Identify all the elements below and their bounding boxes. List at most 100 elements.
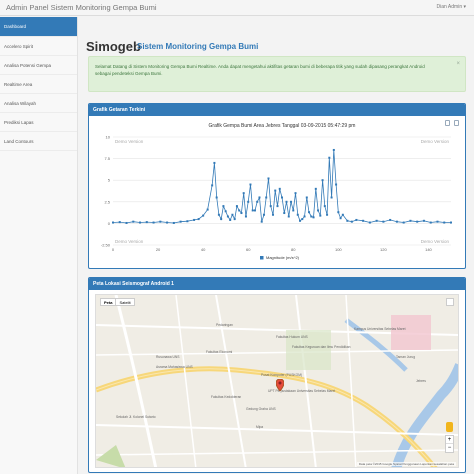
- brand-title[interactable]: Admin Panel Sistem Monitoring Gempa Bumi: [6, 3, 157, 12]
- satellite-type-button[interactable]: Satelit: [119, 300, 131, 305]
- fullscreen-icon[interactable]: [446, 298, 454, 306]
- map-view[interactable]: Pedaringan Pusat Komputer (PUSKOM) UPT P…: [95, 294, 459, 468]
- welcome-alert: Selamat Datang di Sistem Monitoring Gemp…: [88, 56, 466, 92]
- data-point: [253, 209, 256, 212]
- data-point: [222, 205, 225, 208]
- x-tick-label: 140: [425, 247, 432, 252]
- data-point: [323, 205, 326, 208]
- map-panel: Peta Lokasi Seismograf Android 1: [88, 277, 466, 473]
- map-type-control: Peta Satelit: [100, 298, 135, 306]
- watermark-text: Demo Version: [115, 139, 144, 144]
- data-point: [310, 215, 313, 218]
- data-point: [317, 209, 320, 212]
- sidebar-item-land-contours[interactable]: Land Contours: [0, 132, 77, 151]
- vibration-chart: Grafik Gempa Bumi Area Jebres Tanggal 03…: [101, 123, 452, 260]
- sidebar: Dashboard Accelero Spirit Analisa Potens…: [0, 17, 78, 474]
- data-point: [211, 184, 214, 187]
- data-point: [145, 221, 148, 224]
- data-point: [278, 187, 281, 190]
- x-tick-label: 100: [335, 247, 342, 252]
- data-point: [112, 221, 114, 224]
- data-point: [382, 220, 385, 223]
- data-point: [132, 220, 135, 223]
- data-point: [281, 196, 283, 199]
- map-type-button[interactable]: Peta: [101, 299, 117, 305]
- x-tick-label: 120: [380, 247, 387, 252]
- data-point: [422, 219, 425, 222]
- map-panel-title: Peta Lokasi Seismograf Android 1: [89, 278, 465, 290]
- data-point: [362, 219, 365, 222]
- top-navbar: Admin Panel Sistem Monitoring Gempa Bumi…: [0, 0, 474, 16]
- data-point: [301, 218, 304, 221]
- data-point: [179, 220, 182, 223]
- data-point: [436, 220, 439, 223]
- data-point: [368, 221, 371, 224]
- series-line: [112, 149, 451, 224]
- data-point: [305, 196, 308, 199]
- print-icon[interactable]: [454, 120, 459, 126]
- zoom-out-button[interactable]: −: [447, 445, 452, 451]
- data-point: [251, 209, 254, 212]
- x-tick-label: 0: [112, 247, 115, 252]
- sidebar-item-prediksi[interactable]: Prediksi Lapas: [0, 113, 77, 132]
- zoom-in-button[interactable]: +: [446, 437, 453, 444]
- download-icon[interactable]: [445, 120, 450, 126]
- sidebar-item-analisa-potensi[interactable]: Analisa Potensi Gempa: [0, 56, 77, 75]
- page-title: Simogeb: [86, 39, 141, 54]
- user-menu[interactable]: Dian Admin ▾: [436, 4, 466, 10]
- data-point: [409, 219, 412, 222]
- data-point: [395, 220, 398, 223]
- data-point: [332, 148, 335, 151]
- map-label: Asrama Mahasiswa UNS: [156, 365, 193, 369]
- map-label: Sekolah Jl. Kolonel Sutarto: [116, 415, 156, 419]
- map-label: UPT Perpustakaan Universitas Sebelas Mar…: [268, 389, 336, 393]
- data-point: [271, 213, 274, 216]
- data-point: [265, 196, 268, 199]
- map-attribution: Data peta ©2015 Google Syarat Penggunaan…: [356, 462, 456, 466]
- chart-title: Grafik Gempa Bumi Area Jebres Tanggal 03…: [209, 123, 356, 129]
- sidebar-item-accelero[interactable]: Accelero Spirit: [0, 37, 77, 56]
- data-point: [314, 187, 317, 190]
- data-point: [337, 211, 340, 214]
- data-point: [242, 192, 245, 195]
- data-point: [375, 219, 378, 222]
- data-point: [443, 221, 446, 224]
- data-point: [450, 221, 452, 224]
- data-point: [262, 213, 265, 216]
- map-label: Jebres: [416, 379, 426, 383]
- data-point: [283, 212, 286, 215]
- main-content: Simogeb Sistem Monitoring Gempa Bumi Sel…: [84, 17, 468, 474]
- data-point: [328, 156, 331, 159]
- map-label: Pusat Komputer (PUSKOM): [261, 373, 303, 377]
- data-point: [152, 221, 155, 224]
- page-subtitle: Sistem Monitoring Gempa Bumi: [137, 42, 259, 51]
- data-point: [269, 205, 272, 208]
- map-marker-icon[interactable]: [276, 379, 284, 391]
- data-point: [249, 183, 252, 186]
- data-point: [202, 214, 205, 217]
- data-point: [290, 200, 293, 203]
- data-point: [429, 221, 432, 224]
- sidebar-item-analisa-wilayah[interactable]: Analisa Wilayah: [0, 94, 77, 113]
- data-point: [193, 218, 196, 221]
- sidebar-item-realtime-area[interactable]: Realtime Area: [0, 75, 77, 94]
- data-point: [224, 210, 227, 213]
- x-tick-label: 60: [246, 247, 251, 252]
- y-tick-label: 5: [108, 178, 111, 183]
- data-point: [389, 218, 392, 221]
- data-point: [220, 218, 223, 221]
- pegman-icon[interactable]: [446, 422, 453, 432]
- map-label: Rusunawa UNS: [156, 355, 180, 359]
- data-point: [346, 219, 349, 222]
- sidebar-item-dashboard[interactable]: Dashboard: [0, 17, 77, 37]
- chart-panel: Grafik Getaran Terkini Grafik Gempa Bumi…: [88, 103, 466, 269]
- data-point: [238, 209, 241, 212]
- chart-tools: [445, 120, 459, 126]
- data-point: [213, 161, 216, 164]
- data-point: [312, 216, 315, 219]
- data-point: [247, 200, 250, 203]
- data-point: [292, 209, 295, 212]
- alert-close-button[interactable]: ×: [456, 61, 460, 67]
- data-point: [215, 196, 218, 199]
- data-point: [118, 221, 121, 224]
